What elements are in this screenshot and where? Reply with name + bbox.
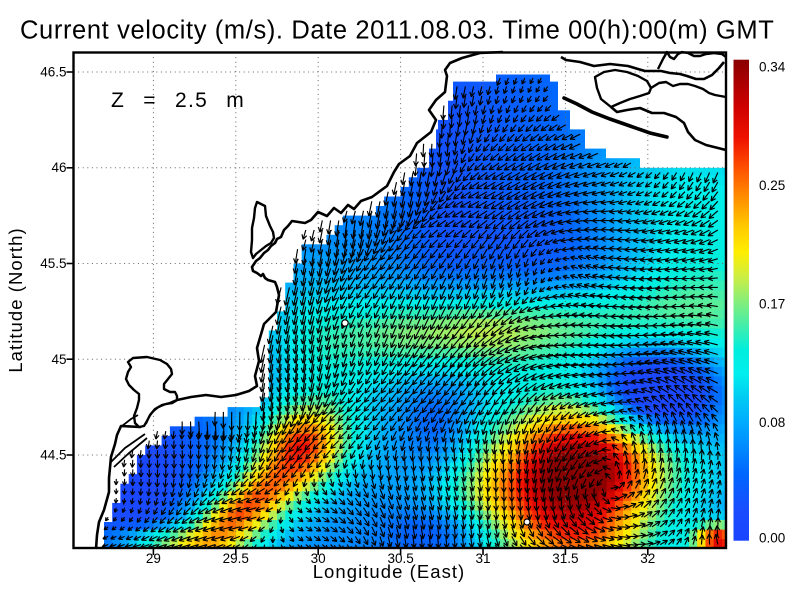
svg-text:Latitude (North): Latitude (North) <box>5 227 26 372</box>
svg-text:0.00: 0.00 <box>759 531 785 546</box>
svg-text:Z = 2.5 m: Z = 2.5 m <box>111 89 245 112</box>
svg-text:0.25: 0.25 <box>759 178 785 193</box>
svg-text:31: 31 <box>475 551 490 566</box>
svg-text:29.5: 29.5 <box>223 551 249 566</box>
svg-text:Current velocity (m/s). Date 2: Current velocity (m/s). Date 2011.08.03.… <box>20 17 774 45</box>
svg-text:46.5: 46.5 <box>40 65 66 80</box>
svg-text:45: 45 <box>51 352 66 367</box>
svg-text:45.5: 45.5 <box>40 256 66 271</box>
svg-text:0.08: 0.08 <box>759 415 785 430</box>
svg-text:29: 29 <box>146 551 161 566</box>
svg-text:Longitude (East): Longitude (East) <box>313 561 466 582</box>
svg-text:46: 46 <box>51 160 66 175</box>
svg-text:0.17: 0.17 <box>759 297 785 312</box>
svg-text:0.34: 0.34 <box>759 60 786 75</box>
svg-text:44.5: 44.5 <box>40 448 66 463</box>
svg-text:32: 32 <box>640 551 655 566</box>
svg-text:31.5: 31.5 <box>552 551 578 566</box>
